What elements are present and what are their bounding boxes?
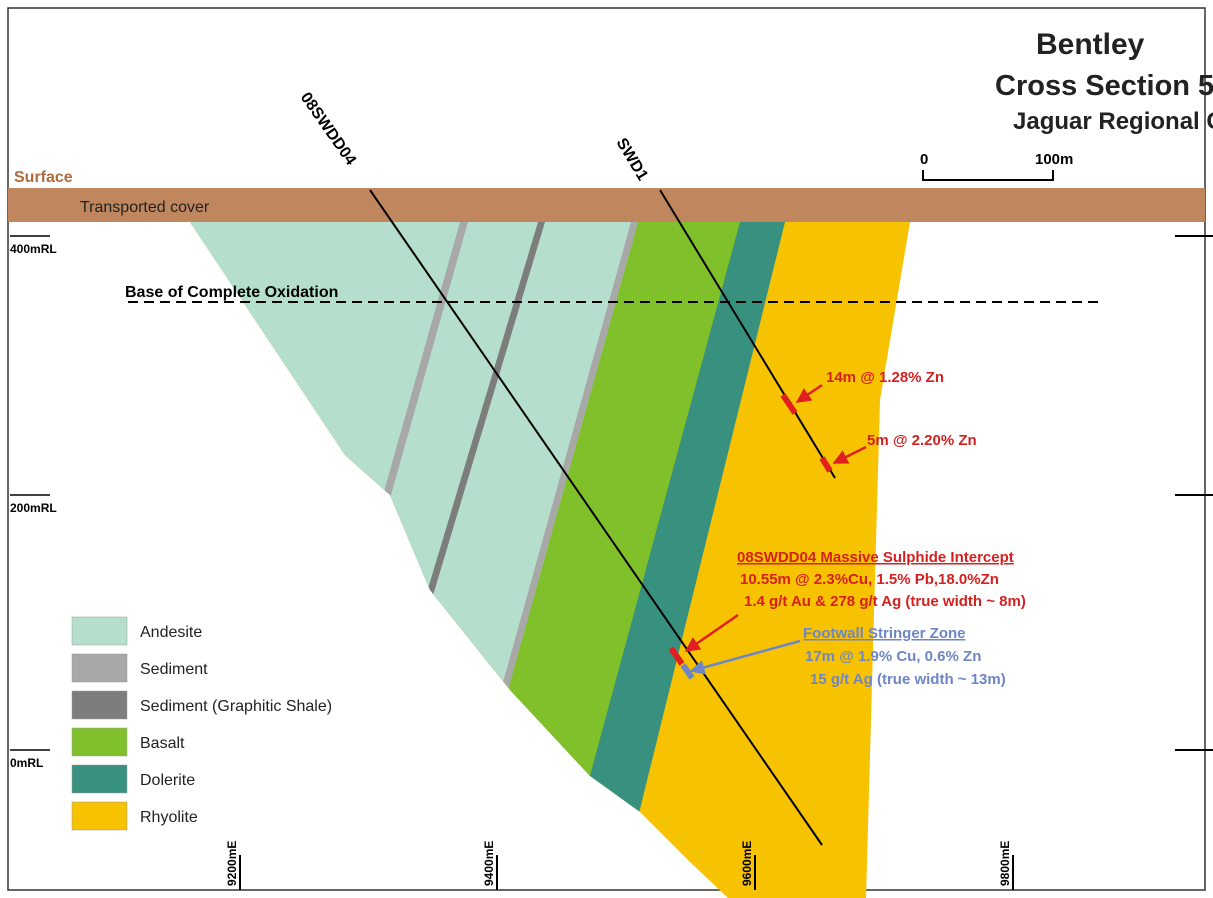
intercept-heading: 08SWDD04 Massive Sulphide Intercept <box>737 549 1014 566</box>
legend-swatch <box>72 765 127 793</box>
legend-swatch <box>72 617 127 645</box>
geology <box>0 222 1213 898</box>
rl-label: 0mRL <box>10 756 43 770</box>
intercept-label: 1.4 g/t Au & 278 g/t Ag (true width ~ 8m… <box>744 593 1026 610</box>
scale-bar <box>923 170 1053 180</box>
legend-label: Sediment (Graphitic Shale) <box>140 698 332 715</box>
oxidation-label: Base of Complete Oxidation <box>125 284 338 301</box>
legend-label: Basalt <box>140 735 185 752</box>
drillhole-label: SWD1 <box>613 135 651 183</box>
easting-label: 9800mE <box>998 841 1012 886</box>
legend-swatch <box>72 691 127 719</box>
easting-label: 9400mE <box>482 841 496 886</box>
scale-start: 0 <box>920 151 928 168</box>
legend-swatch <box>72 728 127 756</box>
cover-label: Transported cover <box>80 199 210 216</box>
legend-label: Sediment <box>140 661 208 678</box>
legend-swatch <box>72 802 127 830</box>
intercept-label: 17m @ 1.9% Cu, 0.6% Zn <box>805 648 981 665</box>
rl-label: 200mRL <box>10 501 57 515</box>
cross-section: 400mRL 200mRL 0mRL 9200mE 9400mE 9600mE 9800mE… <box>0 0 1213 898</box>
easting-label: 9200mE <box>225 841 239 886</box>
surface-label: Surface <box>14 169 73 186</box>
subtitle: Cross Section 51280mN <box>995 70 1213 102</box>
intercept-heading: Footwall Stringer Zone <box>803 625 966 642</box>
intercept-label: 10.55m @ 2.3%Cu, 1.5% Pb,18.0%Zn <box>740 571 999 588</box>
rl-label: 400mRL <box>10 242 57 256</box>
easting-label: 9600mE <box>740 841 754 886</box>
drillhole-label: 08SWDD04 <box>297 90 359 169</box>
intercept-label: 15 g/t Ag (true width ~ 13m) <box>810 671 1006 688</box>
legend-label: Rhyolite <box>140 809 198 826</box>
scale-end: 100m <box>1035 151 1073 168</box>
legend-swatch <box>72 654 127 682</box>
legend-label: Andesite <box>140 624 202 641</box>
title: Bentley <box>1036 28 1145 61</box>
legend-label: Dolerite <box>140 772 195 789</box>
intercept-label: 5m @ 2.20% Zn <box>867 432 977 449</box>
intercept-label: 14m @ 1.28% Zn <box>826 369 944 386</box>
grid-name: Jaguar Regional Grid <box>1013 108 1213 135</box>
